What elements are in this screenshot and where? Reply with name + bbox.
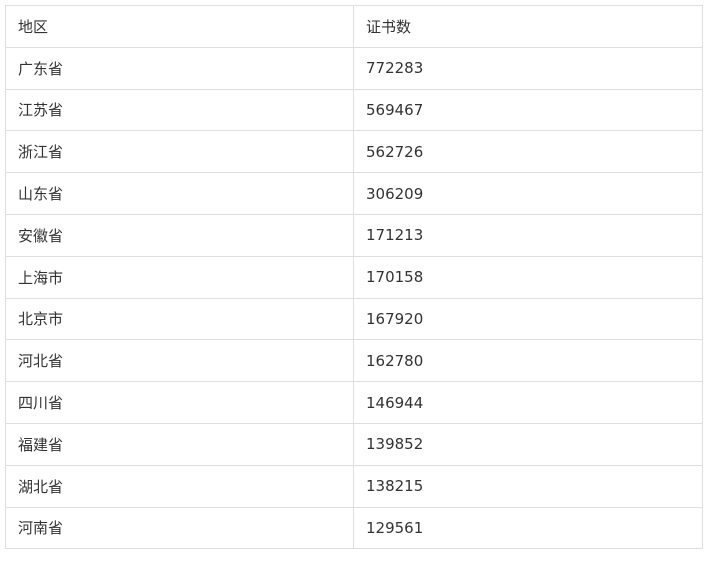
certificate-count-cell: 306209 [353, 172, 703, 215]
table-row: 浙江省 562726 [5, 130, 703, 174]
table-row: 河北省 162780 [5, 339, 703, 383]
table-row: 江苏省 569467 [5, 88, 703, 132]
region-cell: 四川省 [5, 381, 354, 424]
region-cell: 河北省 [5, 339, 354, 383]
region-cell: 安徽省 [5, 213, 354, 257]
certificate-count-cell: 562726 [353, 130, 703, 174]
table-row: 湖北省 138215 [5, 464, 703, 508]
header-region: 地区 [5, 5, 354, 48]
region-cell: 湖北省 [5, 464, 354, 508]
certificate-count-cell: 170158 [353, 255, 703, 299]
table-row: 安徽省 171213 [5, 213, 703, 257]
certificate-count-cell: 772283 [353, 46, 703, 90]
region-cell: 江苏省 [5, 88, 354, 132]
certificate-count-cell: 167920 [353, 297, 703, 341]
region-cell: 山东省 [5, 172, 354, 215]
certificate-count-cell: 171213 [353, 213, 703, 257]
region-cell: 河南省 [5, 506, 354, 550]
table-row: 北京市 167920 [5, 297, 703, 341]
table-header-row: 地区 证书数 [5, 5, 703, 48]
table-row: 四川省 146944 [5, 381, 703, 424]
table-row: 河南省 129561 [5, 506, 703, 550]
table-row: 山东省 306209 [5, 172, 703, 215]
certificate-count-cell: 129561 [353, 506, 703, 550]
region-cell: 福建省 [5, 422, 354, 466]
table-row: 上海市 170158 [5, 255, 703, 299]
region-cell: 浙江省 [5, 130, 354, 174]
certificate-count-cell: 569467 [353, 88, 703, 132]
region-cell: 上海市 [5, 255, 354, 299]
certificate-count-cell: 139852 [353, 422, 703, 466]
certificate-count-cell: 146944 [353, 381, 703, 424]
region-cell: 广东省 [5, 46, 354, 90]
table-row: 广东省 772283 [5, 46, 703, 90]
table-row: 福建省 139852 [5, 422, 703, 466]
certificate-table: 地区 证书数 广东省 772283 江苏省 569467 浙江省 562726 山东省 306… [5, 5, 703, 550]
certificate-count-cell: 162780 [353, 339, 703, 383]
header-certificate-count: 证书数 [353, 5, 703, 48]
certificate-count-cell: 138215 [353, 464, 703, 508]
region-cell: 北京市 [5, 297, 354, 341]
